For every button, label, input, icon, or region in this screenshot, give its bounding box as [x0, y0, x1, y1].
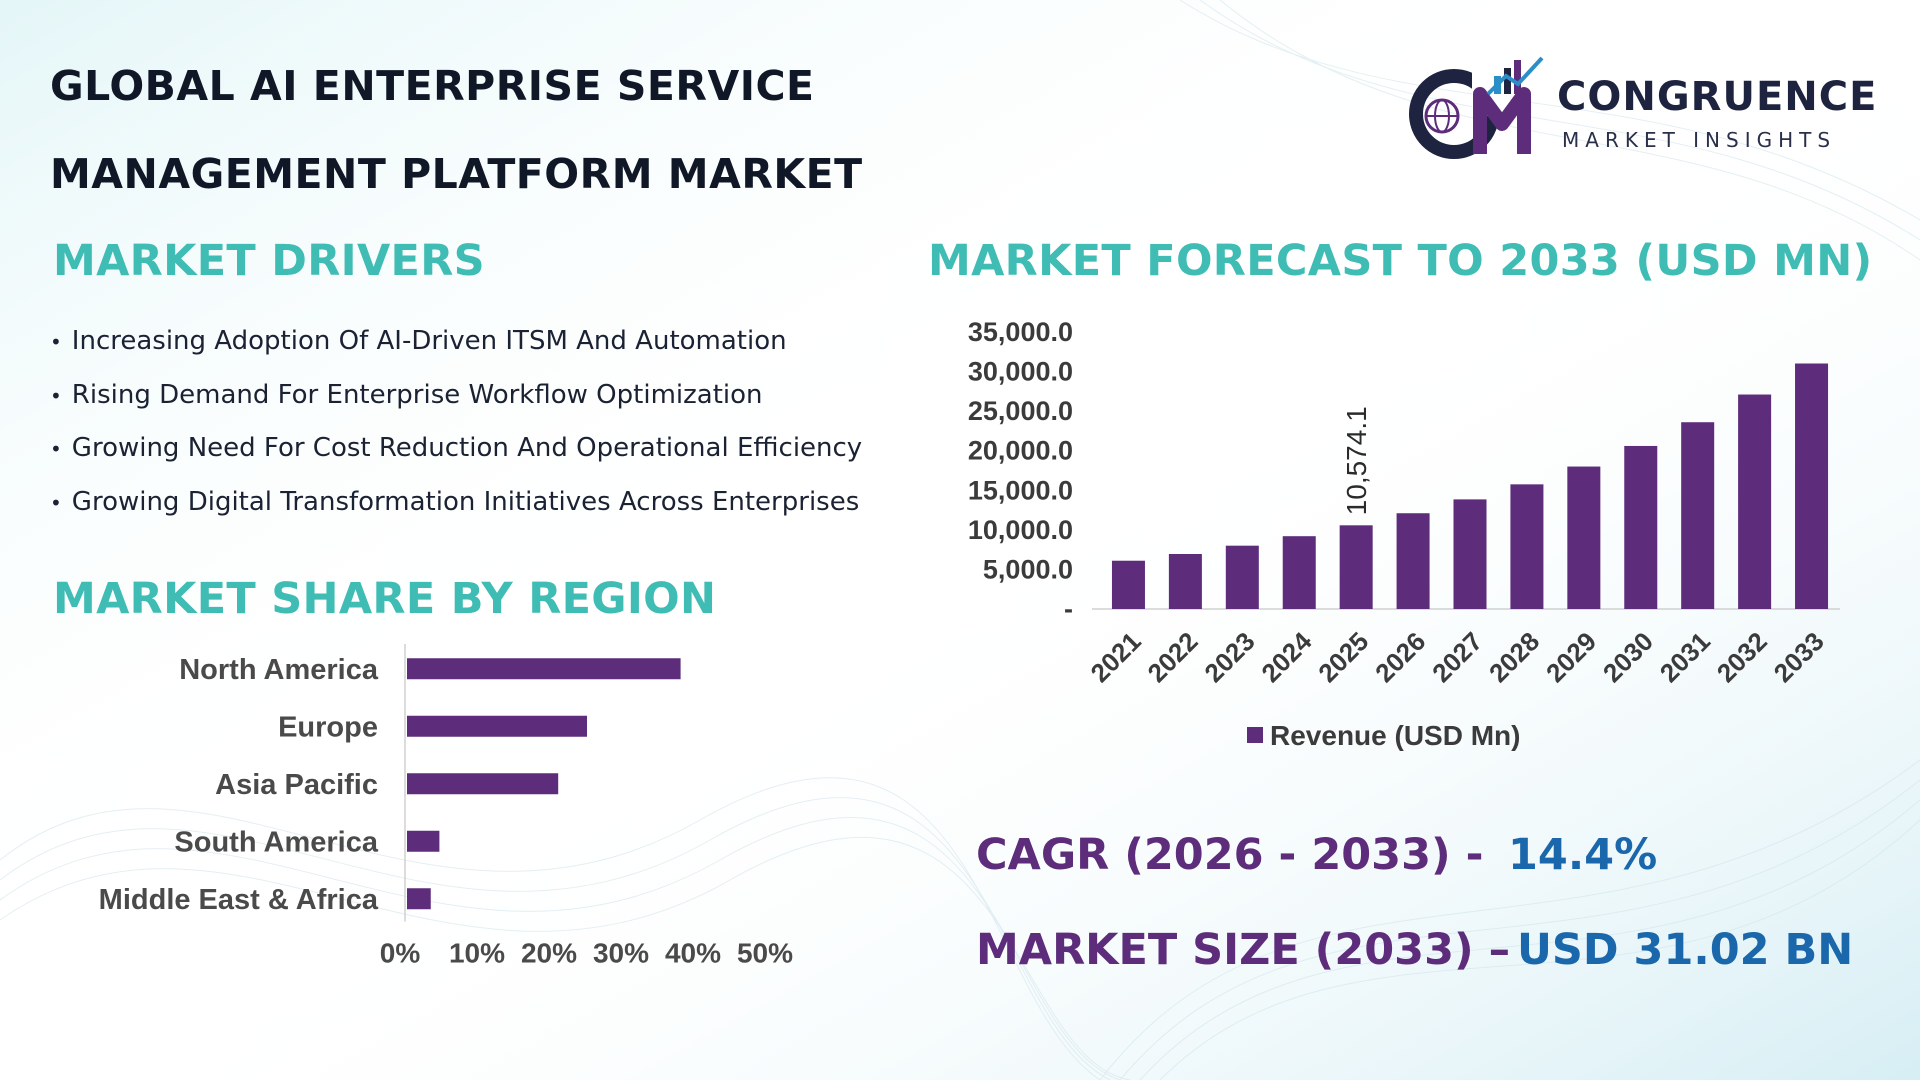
region-label: Asia Pacific — [215, 769, 378, 801]
region-bar-north-america — [407, 658, 681, 680]
market-size-label: MARKET SIZE (2033) – — [976, 925, 1511, 975]
forecast-bar-2029 — [1567, 466, 1601, 609]
page-title-line-1: GLOBAL AI ENTERPRISE SERVICE — [50, 62, 815, 110]
driver-item: Rising Demand For Enterprise Workflow Op… — [50, 380, 862, 434]
forecast-bar-chart: - 5,000.0 10,000.0 15,000.0 20,000.0 25,000.0… — [968, 317, 1840, 751]
cagr-label: CAGR (2026 - 2033) - — [976, 830, 1484, 880]
region-heading: MARKET SHARE BY REGION — [53, 574, 717, 624]
y-tick-label: 5,000.0 — [983, 554, 1073, 584]
y-tick-label: 15,000.0 — [968, 475, 1073, 505]
x-tick-label: 40% — [665, 938, 721, 969]
x-tick-label: 2026 — [1369, 626, 1431, 688]
forecast-bar-2025 — [1339, 525, 1373, 609]
x-tick-label: 10% — [449, 938, 505, 969]
forecast-bar-2023 — [1225, 545, 1259, 609]
x-tick-label: 2032 — [1711, 626, 1773, 688]
page-title-line-2: MANAGEMENT PLATFORM MARKET — [50, 150, 863, 198]
driver-item: Growing Need For Cost Reduction And Oper… — [50, 433, 862, 487]
x-tick-label: 30% — [593, 938, 649, 969]
driver-item: Increasing Adoption Of AI-Driven ITSM An… — [50, 326, 862, 380]
forecast-bar-2028 — [1510, 484, 1544, 609]
region-bar-middle-east-africa — [407, 888, 431, 910]
forecast-bar-2030 — [1624, 445, 1658, 609]
y-tick-label: 30,000.0 — [968, 357, 1073, 387]
x-tick-label: 2025 — [1312, 626, 1374, 688]
data-label: 10,574.1 — [1341, 406, 1372, 515]
x-tick-label: 2028 — [1483, 626, 1545, 688]
x-tick-label: 2030 — [1597, 626, 1659, 688]
forecast-bar-2024 — [1282, 536, 1316, 609]
logo-name: CONGRUENCE — [1557, 74, 1878, 120]
region-share-bar-chart: North America Europe Asia Pacific South Ame… — [99, 644, 793, 969]
x-tick-label: 2027 — [1426, 626, 1488, 688]
x-tick-label: 2022 — [1142, 626, 1204, 688]
legend-swatch — [1247, 727, 1263, 743]
forecast-bar-2021 — [1111, 560, 1145, 609]
forecast-bar-2022 — [1168, 553, 1202, 609]
x-tick-label: 2031 — [1654, 626, 1716, 688]
x-tick-label: 2033 — [1768, 626, 1830, 688]
legend: Revenue (USD Mn) — [1247, 720, 1520, 751]
region-bar-europe — [407, 715, 587, 737]
region-label: North America — [179, 654, 379, 686]
cmi-globe-chart-logo-icon — [1409, 56, 1544, 159]
region-label: South America — [174, 826, 378, 858]
x-tick-label: 2023 — [1198, 626, 1260, 688]
x-tick-label: 20% — [521, 938, 577, 969]
legend-label: Revenue (USD Mn) — [1270, 720, 1520, 751]
forecast-bar-2031 — [1681, 422, 1715, 609]
driver-item: Growing Digital Transformation Initiativ… — [50, 487, 862, 541]
region-label: Middle East & Africa — [99, 884, 379, 916]
region-bar-asia-pacific — [407, 773, 559, 795]
forecast-bar-2033 — [1795, 363, 1829, 609]
company-logo: CONGRUENCE MARKET INSIGHTS — [1402, 54, 1876, 164]
market-size-value: USD 31.02 BN — [1517, 925, 1854, 975]
drivers-heading: MARKET DRIVERS — [53, 236, 485, 286]
x-tick-label: 50% — [737, 938, 793, 969]
y-tick-label: 25,000.0 — [968, 396, 1073, 426]
y-tick-label: 20,000.0 — [968, 436, 1073, 466]
region-bar-south-america — [407, 830, 440, 852]
x-tick-label: 2029 — [1540, 626, 1602, 688]
drivers-list: Increasing Adoption Of AI-Driven ITSM An… — [50, 326, 862, 540]
forecast-bar-2026 — [1396, 513, 1430, 609]
region-label: Europe — [278, 711, 378, 743]
cagr-value: 14.4% — [1508, 830, 1658, 880]
forecast-heading: MARKET FORECAST TO 2033 (USD MN) — [928, 236, 1873, 286]
y-tick-label: - — [1064, 594, 1073, 624]
y-tick-label: 10,000.0 — [968, 515, 1073, 545]
logo-subtitle: MARKET INSIGHTS — [1562, 128, 1837, 152]
x-tick-label: 2024 — [1255, 626, 1317, 688]
y-tick-label: 35,000.0 — [968, 317, 1073, 347]
forecast-bar-2032 — [1738, 394, 1772, 609]
x-tick-label: 2021 — [1085, 626, 1147, 688]
x-tick-label: 0% — [380, 938, 421, 969]
forecast-bar-2027 — [1453, 499, 1487, 609]
